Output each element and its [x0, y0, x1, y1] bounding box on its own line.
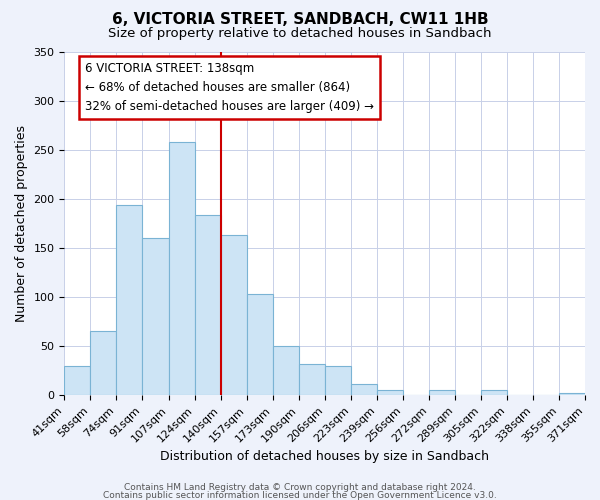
Bar: [481, 390, 507, 395]
Bar: [64, 366, 91, 395]
Bar: [325, 366, 351, 395]
Bar: [221, 235, 247, 395]
Bar: [142, 238, 169, 395]
Text: Size of property relative to detached houses in Sandbach: Size of property relative to detached ho…: [108, 28, 492, 40]
Bar: [272, 346, 299, 395]
Text: 6 VICTORIA STREET: 138sqm
← 68% of detached houses are smaller (864)
32% of semi: 6 VICTORIA STREET: 138sqm ← 68% of detac…: [85, 62, 374, 113]
X-axis label: Distribution of detached houses by size in Sandbach: Distribution of detached houses by size …: [160, 450, 489, 462]
Bar: [116, 204, 142, 395]
Bar: [91, 332, 116, 395]
Text: Contains HM Land Registry data © Crown copyright and database right 2024.: Contains HM Land Registry data © Crown c…: [124, 484, 476, 492]
Y-axis label: Number of detached properties: Number of detached properties: [15, 125, 28, 322]
Bar: [377, 390, 403, 395]
Bar: [299, 364, 325, 395]
Bar: [559, 394, 585, 395]
Text: Contains public sector information licensed under the Open Government Licence v3: Contains public sector information licen…: [103, 491, 497, 500]
Bar: [247, 294, 272, 395]
Bar: [429, 390, 455, 395]
Bar: [194, 214, 221, 395]
Bar: [169, 142, 194, 395]
Text: 6, VICTORIA STREET, SANDBACH, CW11 1HB: 6, VICTORIA STREET, SANDBACH, CW11 1HB: [112, 12, 488, 28]
Bar: [351, 384, 377, 395]
